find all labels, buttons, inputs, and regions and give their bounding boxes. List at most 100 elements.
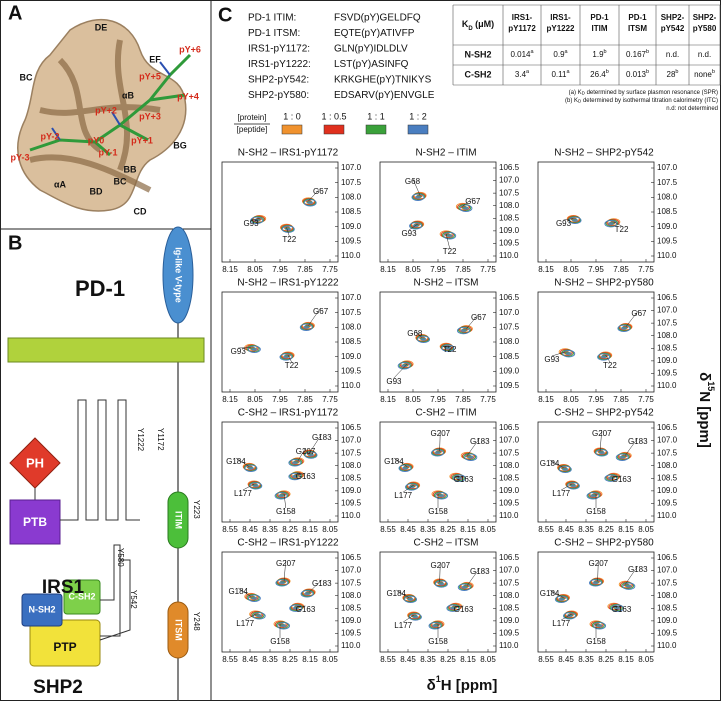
y-tick-label: 108.0 <box>341 192 362 201</box>
contour <box>617 452 631 460</box>
peak-label: G67 <box>465 197 481 206</box>
contour <box>447 603 461 612</box>
x-tick-label: 8.25 <box>282 525 298 534</box>
peak-label: G93 <box>544 355 560 364</box>
contour <box>458 325 472 334</box>
contour <box>301 321 315 330</box>
y-tick-label: 109.0 <box>341 352 362 361</box>
contour <box>587 491 601 499</box>
column-header: IRS1- <box>550 13 571 22</box>
contour <box>412 192 426 200</box>
contour <box>461 452 475 460</box>
y-tick-label: 109.0 <box>657 486 678 495</box>
contour <box>606 473 620 481</box>
plot-frame <box>221 161 339 263</box>
contour <box>558 465 572 473</box>
y-tick-label: 109.0 <box>341 486 362 495</box>
contour <box>457 203 471 211</box>
protein-name: IRS1 <box>42 577 85 598</box>
peak-label: G158 <box>428 637 448 646</box>
contour <box>455 202 469 211</box>
structure-label: BC <box>114 176 127 186</box>
domain-label: N-SH2 <box>28 604 55 614</box>
contour <box>607 476 614 480</box>
y-tick-label: 106.5 <box>499 293 520 302</box>
y-tick-label: 108.0 <box>657 591 678 600</box>
contour <box>245 344 259 352</box>
contour <box>277 490 291 498</box>
structure-label: pY-3 <box>10 152 29 162</box>
x-tick-label: 8.45 <box>558 525 574 534</box>
contour <box>599 351 613 359</box>
contour <box>304 451 318 459</box>
protein-structure <box>17 19 192 212</box>
leader <box>462 197 473 207</box>
axis-title: δ15N [ppm] <box>696 372 716 448</box>
contour <box>557 593 570 602</box>
x-tick-label: 8.05 <box>480 655 496 664</box>
contour <box>246 594 260 602</box>
contour <box>303 325 310 329</box>
contour <box>616 453 630 461</box>
x-tick-label: 8.05 <box>405 265 421 274</box>
x-tick-label: 8.35 <box>262 655 278 664</box>
contour <box>564 611 578 619</box>
site-label: Y248 <box>192 612 201 631</box>
text-part: 15 <box>706 381 716 391</box>
peak-label: G158 <box>270 637 290 646</box>
plot-frame <box>537 291 655 393</box>
y-tick-label: 107.0 <box>499 308 520 317</box>
spectrum-title: C-SH2 – SHP2-pY580 <box>554 538 654 549</box>
peak-label: G163 <box>612 605 632 614</box>
contour <box>428 622 442 630</box>
peak-label: G184 <box>540 589 560 598</box>
contour <box>248 481 262 489</box>
contour <box>460 581 474 590</box>
contour <box>607 222 614 226</box>
y-tick-label: 109.5 <box>499 499 520 508</box>
contour <box>458 583 472 591</box>
y-tick-label: 110.0 <box>341 381 361 390</box>
contour <box>279 353 293 361</box>
contour <box>415 334 429 342</box>
protein-name: PD-1 <box>75 276 125 301</box>
contour <box>300 590 314 598</box>
y-tick-label: 106.5 <box>657 553 678 562</box>
legend-label: 1 : 1 <box>367 111 385 121</box>
peak-label: G93 <box>401 229 417 238</box>
table-cell: 0.167b <box>626 49 649 59</box>
contour <box>460 329 467 333</box>
contour <box>449 472 463 481</box>
leader <box>561 483 572 491</box>
x-tick-label: 8.55 <box>222 525 238 534</box>
contour <box>434 451 441 455</box>
leader <box>467 437 480 456</box>
contour <box>563 611 577 619</box>
text-part: δ <box>427 677 436 694</box>
y-tick-label: 107.0 <box>657 163 678 172</box>
leader <box>599 429 603 452</box>
structure-label: pY-2 <box>40 131 59 141</box>
legend-text: [protein] <box>238 113 267 122</box>
legend-label: 1 : 0 <box>283 111 301 121</box>
peak-label: L177 <box>234 489 252 498</box>
y-tick-label: 109.0 <box>657 616 678 625</box>
leader <box>408 223 418 231</box>
contour <box>289 603 303 612</box>
peak-label: G183 <box>628 437 648 446</box>
y-tick-label: 107.5 <box>341 178 362 187</box>
contour <box>618 451 632 460</box>
text-part: b <box>712 69 715 75</box>
leader <box>439 429 441 452</box>
x-tick-label: 7.85 <box>613 265 629 274</box>
leader <box>549 459 564 468</box>
contour <box>594 448 608 456</box>
text-part: n.d: not determined <box>666 106 718 112</box>
table-cell: noneb <box>694 69 715 79</box>
y-tick-label: 108.5 <box>341 207 362 216</box>
contour <box>570 484 577 488</box>
contour <box>407 612 421 620</box>
y-tick-label: 107.5 <box>341 448 362 457</box>
contour <box>405 483 418 491</box>
contour <box>618 324 632 332</box>
